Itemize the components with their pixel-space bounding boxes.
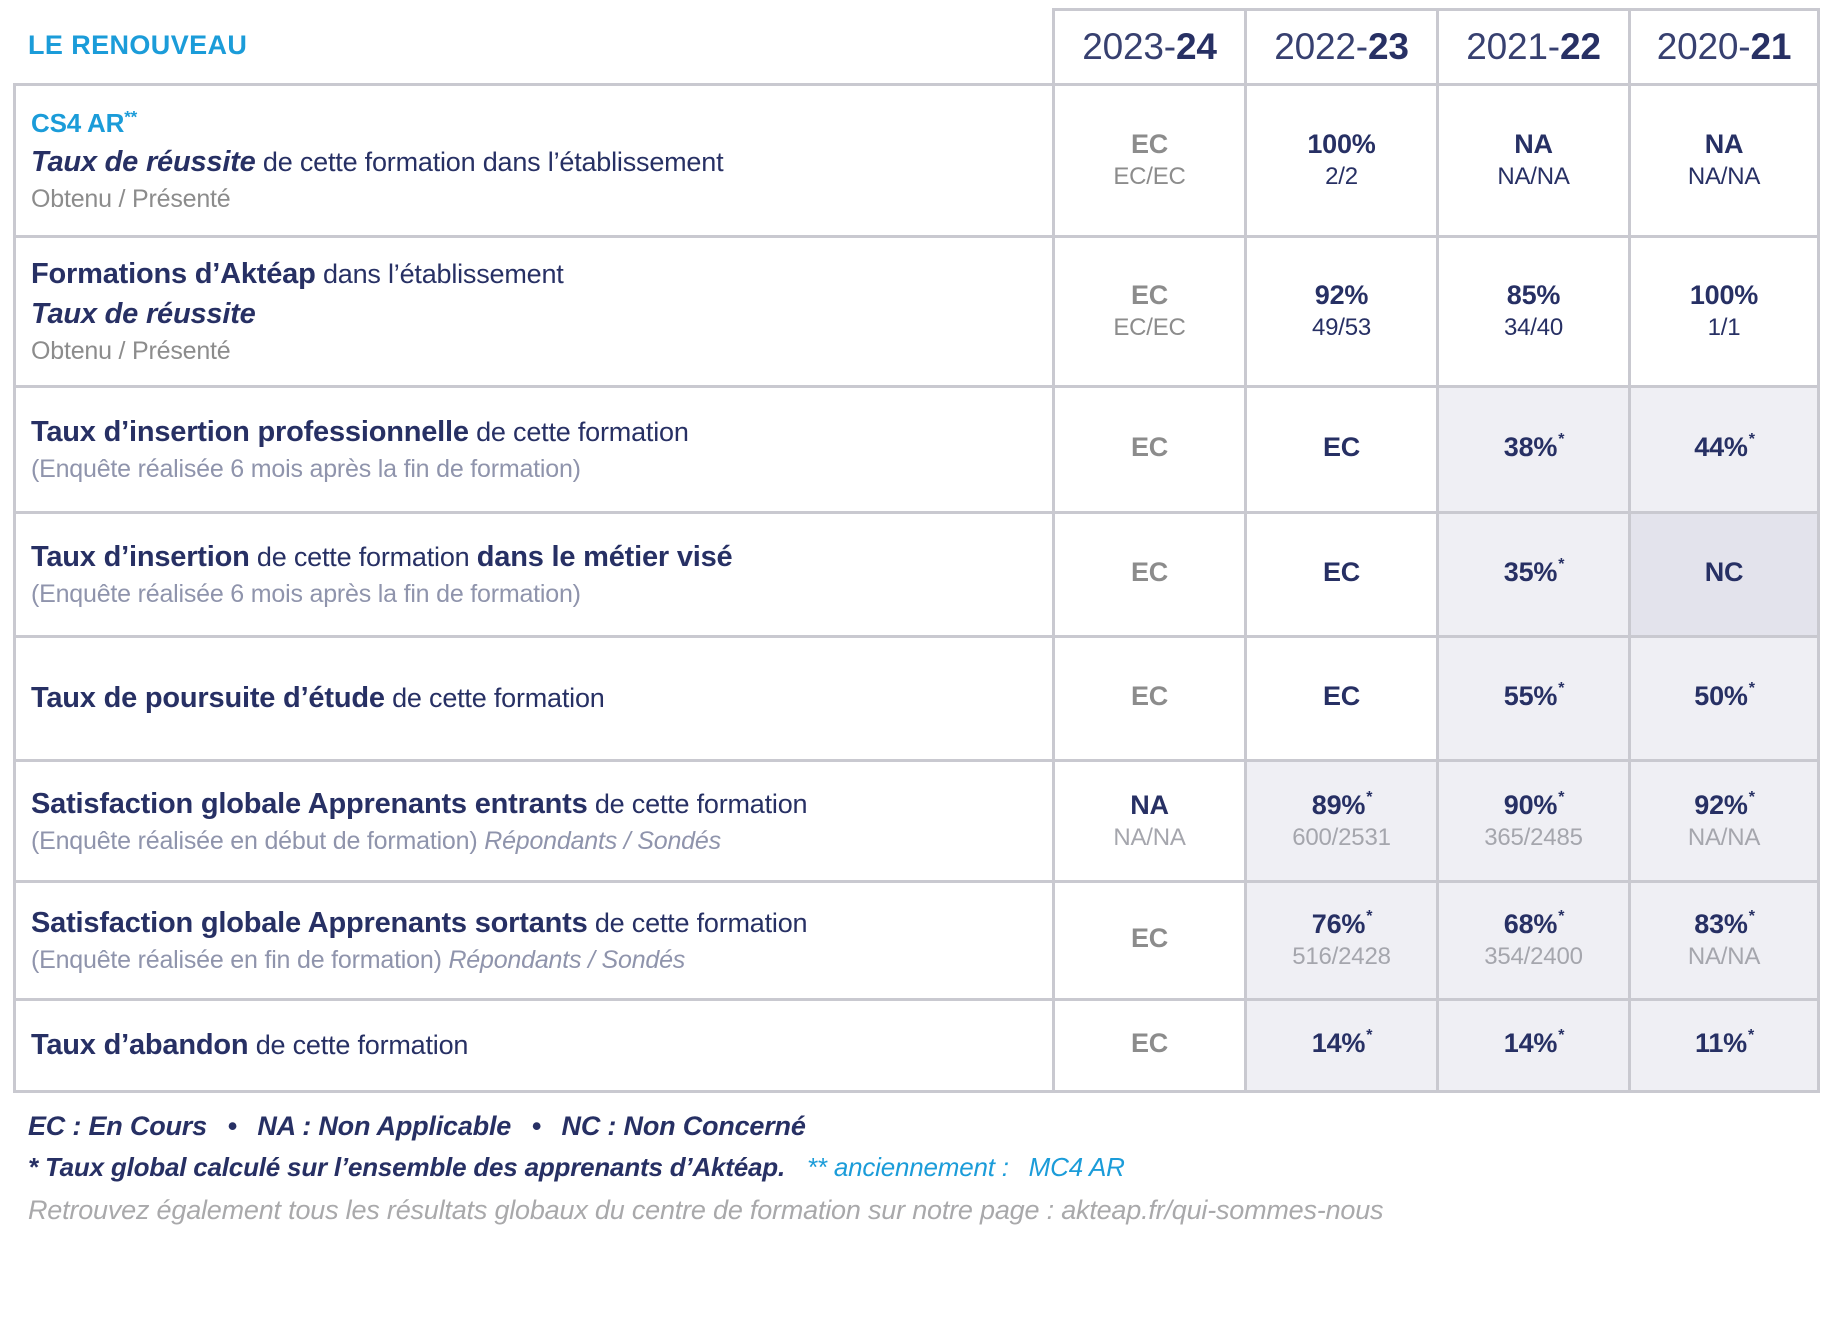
value-cell: 50%*	[1628, 638, 1820, 759]
row-label: Satisfaction globale Apprenants entrants…	[13, 762, 1052, 880]
value-cell: 92% 49/53	[1244, 238, 1436, 385]
year-header-2023-24: 2023- 24	[1052, 8, 1244, 83]
row-note: (Enquête réalisée 6 mois après la fin de…	[31, 580, 581, 609]
footnote-former-name: ** anciennement : MC4 AR	[806, 1152, 1125, 1182]
row-title: Satisfaction globale Apprenants entrants	[31, 787, 588, 820]
row-note: (Enquête réalisée 6 mois après la fin de…	[31, 455, 581, 484]
value-cell: 85% 34/40	[1436, 238, 1628, 385]
table-row-abandon: Taux d’abandon de cette formation EC 14%…	[13, 1001, 1820, 1093]
table-header: LE RENOUVEAU 2023- 24 2022- 23 2021- 22 202…	[13, 8, 1820, 86]
value-cell: EC	[1052, 514, 1244, 635]
row-label: Taux d’insertion de cette formation dans…	[13, 514, 1052, 635]
value-cell: 89%* 600/2531	[1244, 762, 1436, 880]
row-label: Taux de poursuite d’étude de cette forma…	[13, 638, 1052, 759]
value-cell: 83%* NA/NA	[1628, 883, 1820, 998]
table-row-insertion-professionnelle: Taux d’insertion professionnelle de cett…	[13, 388, 1820, 514]
value-cell: 14%*	[1244, 1001, 1436, 1090]
title-cell: LE RENOUVEAU	[13, 8, 1052, 83]
row-label: CS4 AR** Taux de réussite de cette forma…	[13, 86, 1052, 235]
table-row-insertion-metier-vise: Taux d’insertion de cette formation dans…	[13, 514, 1820, 638]
value-cell: 100% 1/1	[1628, 238, 1820, 385]
value-cell: NC	[1628, 514, 1820, 635]
year-prefix: 2023-	[1082, 26, 1176, 67]
year-suffix: 22	[1559, 26, 1601, 67]
value-cell: EC	[1052, 638, 1244, 759]
value-cell: 100% 2/2	[1244, 86, 1436, 235]
value-cell: EC	[1052, 1001, 1244, 1090]
value-cell: NA NA/NA	[1628, 86, 1820, 235]
diploma-code: CS4 AR**	[31, 106, 138, 138]
footnotes-line: * Taux global calculé sur l’ensemble des…	[28, 1152, 1820, 1183]
value-cell: 11%*	[1628, 1001, 1820, 1090]
row-label: Taux d’insertion professionnelle de cett…	[13, 388, 1052, 511]
site-note: Retrouvez également tous les résultats g…	[28, 1195, 1384, 1225]
row-title: Taux d’abandon	[31, 1029, 249, 1062]
table-row-taux-reussite-formation: CS4 AR** Taux de réussite de cette forma…	[13, 86, 1820, 238]
row-note: (Enquête réalisée en fin de formation)	[31, 946, 442, 975]
results-sheet: LE RENOUVEAU 2023- 24 2022- 23 2021- 22 202…	[13, 8, 1820, 1226]
year-suffix: 21	[1750, 26, 1792, 67]
row-title: Satisfaction globale Apprenants sortants	[31, 907, 588, 940]
year-suffix: 24	[1175, 26, 1217, 67]
page-title: LE RENOUVEAU	[28, 30, 248, 60]
table-row-satisfaction-sortants: Satisfaction globale Apprenants sortants…	[13, 883, 1820, 1001]
row-title: Taux de réussite	[31, 145, 256, 178]
value-cell: 68%* 354/2400	[1436, 883, 1628, 998]
value-cell: EC EC/EC	[1052, 238, 1244, 385]
row-subtitle: Obtenu / Présenté	[31, 337, 231, 366]
year-header-2022-23: 2022- 23	[1244, 8, 1436, 83]
year-header-2020-21: 2020- 21	[1628, 8, 1820, 83]
value-cell: EC	[1244, 514, 1436, 635]
table-row-taux-reussite-akteap: Formations d’Aktéap dans l’établissement…	[13, 238, 1820, 388]
value-cell: EC	[1052, 388, 1244, 511]
value-cell: EC	[1244, 388, 1436, 511]
value-cell: 44%*	[1628, 388, 1820, 511]
row-note: (Enquête réalisée en début de formation)	[31, 826, 478, 855]
year-header-2021-22: 2021- 22	[1436, 8, 1628, 83]
row-label: Taux d’abandon de cette formation	[13, 1001, 1052, 1090]
year-prefix: 2020-	[1656, 26, 1751, 67]
table-row-poursuite-etude: Taux de poursuite d’étude de cette forma…	[13, 638, 1820, 762]
value-cell: 92%* NA/NA	[1628, 762, 1820, 880]
row-title: Formations d’Aktéap	[31, 258, 316, 291]
year-suffix: 23	[1367, 26, 1409, 67]
row-label: Satisfaction globale Apprenants sortants…	[13, 883, 1052, 998]
value-cell: EC EC/EC	[1052, 86, 1244, 235]
row-title: Taux d’insertion	[31, 541, 250, 574]
table-row-satisfaction-entrants: Satisfaction globale Apprenants entrants…	[13, 762, 1820, 883]
footer: EC : En Cours • NA : Non Applicable • NC…	[13, 1111, 1820, 1226]
year-prefix: 2021-	[1466, 26, 1560, 67]
value-cell: 35%*	[1436, 514, 1628, 635]
row-label: Formations d’Aktéap dans l’établissement…	[13, 238, 1052, 385]
value-cell: EC	[1052, 883, 1244, 998]
value-cell: EC	[1244, 638, 1436, 759]
value-cell: 55%*	[1436, 638, 1628, 759]
value-cell: NA NA/NA	[1052, 762, 1244, 880]
value-cell: 76%* 516/2428	[1244, 883, 1436, 998]
value-cell: 38%*	[1436, 388, 1628, 511]
year-prefix: 2022-	[1274, 26, 1368, 67]
value-cell: 90%* 365/2485	[1436, 762, 1628, 880]
value-cell: NA NA/NA	[1436, 86, 1628, 235]
value-cell: 14%*	[1436, 1001, 1628, 1090]
row-subtitle: Obtenu / Présenté	[31, 184, 231, 213]
row-title: Taux d’insertion professionnelle	[31, 416, 469, 449]
abbreviations-legend: EC : En Cours • NA : Non Applicable • NC…	[28, 1111, 806, 1141]
footnote-global-rate: * Taux global calculé sur l’ensemble des…	[28, 1152, 785, 1182]
row-title: Taux de poursuite d’étude	[31, 682, 385, 715]
